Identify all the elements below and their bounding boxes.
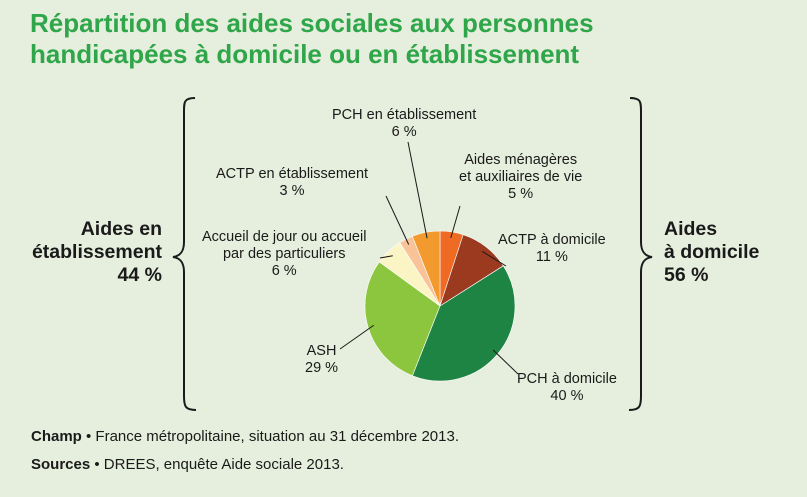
footer-champ: Champ • France métropolitaine, situation… [31,428,459,445]
slice-label-pch-domicile-line-1: PCH à domicile [517,371,617,387]
left-group-brace [172,97,197,411]
slice-label-ash-line-1: ASH [306,343,337,359]
slice-value-aides-menageres: 5 % [508,186,534,202]
slice-label-actp-etablissement: ACTP en établissement 3 % [216,166,368,200]
pie-slice-ash [364,261,441,377]
group-label-etablissement-line-2: établissement [31,241,162,263]
slice-label-actp-etablissement-line-1: ACTP en établissement [216,166,369,182]
slice-value-ash: 29 % [305,360,339,376]
leader-line-aides-menageres [450,205,461,238]
footer-sources-text: • DREES, enquête Aide sociale 2013. [90,456,344,473]
chart-title-line-1: Répartition des aides sociales aux perso… [30,8,594,38]
group-label-etablissement-value: 44 % [117,264,162,286]
leader-line-accueil [379,255,393,259]
slice-label-ash: ASH 29 % [305,343,338,377]
slice-value-accueil: 6 % [271,263,297,279]
right-group-brace [628,97,653,411]
slice-label-accueil-line-2: par des particuliers [222,246,346,262]
group-label-domicile-line-1: Aides [664,218,718,240]
leader-line-pch-etablissement [407,141,428,239]
leader-line-actp-etablissement [385,195,410,245]
group-label-etablissement-line-1: Aides en [80,218,162,240]
slice-value-pch-etablissement: 6 % [391,124,417,140]
slice-label-aides-menageres: Aides ménagères et auxiliaires de vie 5 … [459,152,582,203]
pie-slices [364,230,516,382]
group-label-etablissement: Aides en établissement 44 % [32,218,162,287]
slice-value-pch-domicile: 40 % [550,388,584,404]
leader-line-actp-domicile [482,251,507,267]
chart-title: Répartition des aides sociales aux perso… [30,8,790,70]
leader-lines [339,141,519,375]
slice-label-pch-etablissement-line-1: PCH en établissement [332,107,477,123]
leader-line-pch-domicile [492,349,519,375]
slice-label-accueil-line-1: Accueil de jour ou accueil [202,229,367,245]
group-label-domicile: Aides à domicile 56 % [664,218,759,287]
group-label-domicile-line-2: à domicile [664,241,760,263]
slice-label-pch-domicile: PCH à domicile 40 % [517,371,617,405]
slice-label-actp-domicile: ACTP à domicile 11 % [498,232,606,266]
group-label-domicile-value: 56 % [664,264,709,286]
footer-sources-label: Sources [31,456,91,473]
leader-line-ash [339,324,375,350]
slice-value-actp-etablissement: 3 % [279,183,305,199]
slice-label-accueil: Accueil de jour ou accueil par des parti… [202,229,366,280]
footer-champ-text: • France métropolitaine, situation au 31… [81,428,459,445]
footer-sources: Sources • DREES, enquête Aide sociale 20… [31,456,344,473]
footer-champ-label: Champ [31,428,82,445]
chart-title-line-2: handicapées à domicile ou en établisseme… [30,39,580,69]
slice-label-aides-menageres-line-1: Aides ménagères [464,152,578,168]
slice-label-aides-menageres-line-2: et auxiliaires de vie [459,169,583,185]
slice-label-actp-domicile-line-1: ACTP à domicile [498,232,606,248]
slice-value-actp-domicile: 11 % [535,249,568,265]
slice-label-pch-etablissement: PCH en établissement 6 % [332,107,476,141]
